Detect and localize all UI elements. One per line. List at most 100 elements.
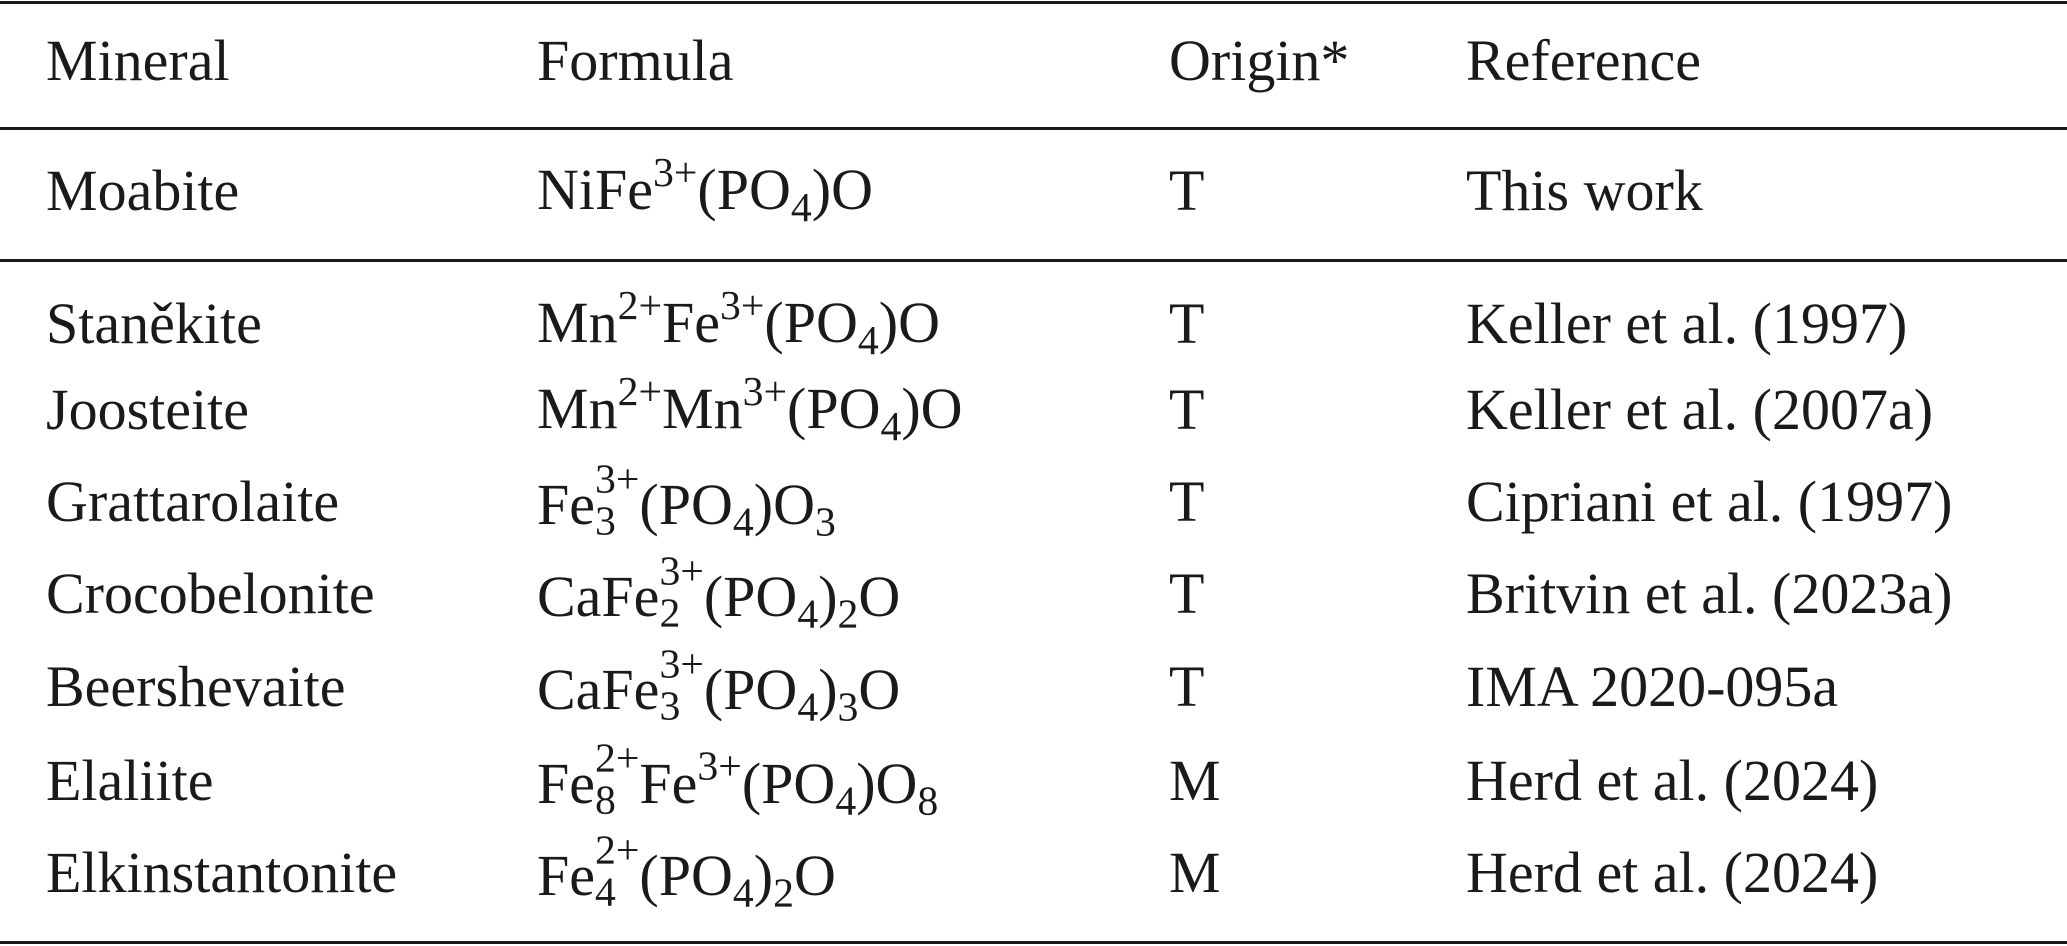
formula-text: Mn bbox=[662, 375, 743, 441]
mineral-cell: Staněkite bbox=[46, 291, 262, 356]
formula-text: O bbox=[858, 656, 901, 722]
origin-cell: M bbox=[1169, 840, 1221, 905]
header-cell: Formula bbox=[537, 28, 734, 93]
formula-text: (PO bbox=[697, 156, 791, 222]
superscript: 3+ bbox=[659, 548, 704, 595]
reference-cell: This work bbox=[1466, 158, 1703, 223]
formula-text: Fe bbox=[639, 750, 698, 816]
origin-cell: T bbox=[1169, 469, 1205, 534]
subscript: 4 bbox=[732, 870, 754, 917]
superscript: 2+ bbox=[617, 282, 662, 329]
origin-cell: T bbox=[1169, 561, 1205, 626]
formula-text: Mn bbox=[537, 375, 618, 441]
formula-text: )O bbox=[753, 471, 815, 537]
script-stack: 3+ 3 bbox=[659, 641, 704, 730]
subscript: 4 bbox=[857, 317, 879, 364]
origin-cell: M bbox=[1169, 748, 1221, 813]
formula-text: Fe bbox=[537, 750, 595, 816]
superscript: 3+ bbox=[659, 641, 704, 688]
superscript: 2+ bbox=[595, 735, 640, 782]
reference-cell: Herd et al. (2024) bbox=[1466, 748, 1879, 813]
formula-text: (PO bbox=[703, 563, 798, 629]
mineral-cell: Elkinstantonite bbox=[46, 840, 398, 905]
subscript: 4 bbox=[797, 684, 819, 731]
reference-cell: Cipriani et al. (1997) bbox=[1466, 469, 1953, 534]
subscript: 4 bbox=[835, 778, 857, 825]
reference-cell: IMA 2020-095a bbox=[1466, 654, 1839, 719]
reference-cell: Herd et al. (2024) bbox=[1466, 840, 1879, 905]
subscript: 3 bbox=[837, 684, 859, 731]
subscript: 4 bbox=[595, 869, 616, 916]
origin-cell: T bbox=[1169, 291, 1205, 356]
reference-cell: Keller et al. (1997) bbox=[1466, 291, 1908, 356]
origin-cell: T bbox=[1169, 377, 1205, 442]
mineral-cell: Grattarolaite bbox=[46, 469, 340, 534]
origin-cell: T bbox=[1169, 654, 1205, 719]
formula-cell: Fe 2+ 8 Fe3+(PO4)O8 bbox=[537, 735, 939, 825]
mineral-cell: Crocobelonite bbox=[46, 561, 375, 626]
formula-text: NiFe bbox=[537, 156, 653, 222]
formula-cell: CaFe 3+ 3 (PO4)3O bbox=[537, 641, 901, 731]
section-rule bbox=[0, 259, 2067, 262]
superscript: 3+ bbox=[697, 743, 742, 790]
formula-text: (PO bbox=[787, 375, 881, 441]
mineral-cell: Elaliite bbox=[46, 748, 214, 813]
formula-text: CaFe bbox=[537, 656, 660, 722]
subscript: 4 bbox=[790, 184, 812, 231]
subscript: 3 bbox=[595, 498, 616, 545]
superscript: 3+ bbox=[653, 149, 698, 196]
formula-text: Fe bbox=[537, 842, 595, 908]
mineral-cell: Beershevaite bbox=[46, 654, 346, 719]
script-stack: 3+ 2 bbox=[659, 548, 704, 636]
subscript: 3 bbox=[659, 683, 681, 730]
formula-text: Fe bbox=[537, 471, 595, 537]
script-stack: 3+ 3 bbox=[595, 459, 639, 545]
reference-cell: Keller et al. (2007a) bbox=[1466, 377, 1934, 442]
formula-text: )O bbox=[856, 750, 918, 816]
header-cell: Mineral bbox=[46, 28, 230, 93]
header-rule bbox=[0, 127, 2067, 130]
superscript: 2+ bbox=[617, 368, 662, 415]
formula-text: ) bbox=[818, 656, 838, 722]
mineral-cell: Joosteite bbox=[46, 377, 249, 442]
formula-cell: Mn2+Mn3+(PO4)O bbox=[537, 368, 963, 450]
header-cell: Reference bbox=[1466, 28, 1702, 93]
formula-text: Mn bbox=[537, 289, 618, 355]
formula-text: )O bbox=[878, 289, 940, 355]
formula-text: O bbox=[858, 563, 901, 629]
formula-text: (PO bbox=[703, 656, 798, 722]
superscript: 3+ bbox=[720, 282, 765, 329]
subscript: 4 bbox=[732, 499, 754, 546]
formula-cell: Fe 2+ 4 (PO4)2O bbox=[537, 827, 836, 917]
subscript: 2 bbox=[773, 870, 794, 917]
formula-text: CaFe bbox=[537, 563, 660, 629]
formula-text: (PO bbox=[639, 842, 733, 908]
subscript: 4 bbox=[797, 591, 819, 638]
formula-cell: Mn2+Fe3+(PO4)O bbox=[537, 282, 940, 364]
script-stack: 2+ 4 bbox=[595, 827, 640, 916]
superscript: 2+ bbox=[595, 827, 640, 874]
bottom-rule bbox=[0, 941, 2067, 944]
formula-text: O bbox=[793, 842, 836, 908]
formula-cell: Fe 3+ 3 (PO4)O3 bbox=[537, 459, 836, 546]
formula-text: ) bbox=[818, 563, 838, 629]
header-cell: Origin* bbox=[1169, 28, 1350, 93]
mineral-cell: Moabite bbox=[46, 158, 240, 223]
formula-text: ) bbox=[753, 842, 774, 908]
subscript: 8 bbox=[595, 777, 616, 824]
top-rule bbox=[0, 1, 2067, 4]
formula-text: )O bbox=[811, 156, 873, 222]
subscript: 3 bbox=[814, 499, 836, 546]
formula-cell: NiFe3+(PO4)O bbox=[537, 149, 873, 231]
formula-text: (PO bbox=[764, 289, 858, 355]
origin-cell: T bbox=[1169, 158, 1205, 223]
script-stack: 2+ 8 bbox=[595, 735, 640, 824]
formula-text: (PO bbox=[639, 471, 733, 537]
reference-cell: Britvin et al. (2023a) bbox=[1466, 561, 1953, 626]
subscript: 2 bbox=[837, 591, 859, 638]
formula-text: Fe bbox=[662, 289, 720, 355]
subscript: 4 bbox=[880, 403, 902, 450]
formula-text: )O bbox=[901, 375, 963, 441]
subscript: 8 bbox=[917, 778, 939, 825]
